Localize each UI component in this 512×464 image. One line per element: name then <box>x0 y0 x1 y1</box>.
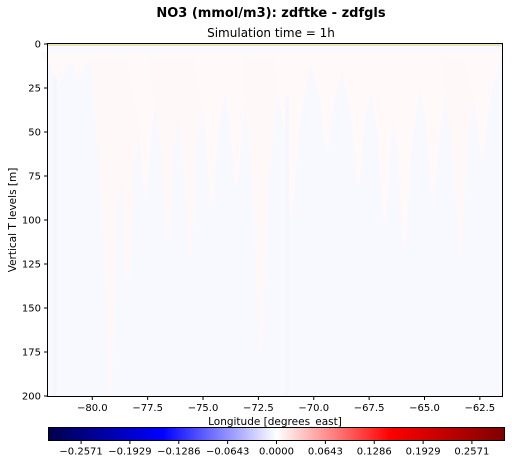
heatmap-surface-layer <box>48 44 502 46</box>
colorbar-tick-label: 0.1929 <box>406 447 441 458</box>
y-tick-label: 50 <box>28 128 41 139</box>
heatmap-plume <box>338 52 378 185</box>
y-axis-label: Vertical T levels [m] <box>7 168 19 273</box>
heatmap-plume <box>191 52 232 203</box>
x-axis: −80.0 −77.5 −75.0 −72.5 −70.0 −67.5 −65.0 −62.5 <box>77 396 495 414</box>
x-tick-label: −72.5 <box>243 403 274 414</box>
x-tick-label: −62.5 <box>465 403 496 414</box>
colorbar-tick-label: −0.1929 <box>108 447 151 458</box>
x-tick-label: −75.0 <box>188 403 219 414</box>
y-tick-label: 75 <box>28 172 41 183</box>
heatmap-plume <box>462 52 502 159</box>
heatmap-plume <box>271 52 312 217</box>
y-tick-label: 175 <box>22 348 41 359</box>
x-tick-label: −67.5 <box>354 403 385 414</box>
y-tick-label: 125 <box>22 260 41 271</box>
colorbar <box>48 427 505 441</box>
heatmap-surface-band <box>48 51 502 58</box>
x-tick-label: −70.0 <box>298 403 329 414</box>
y-tick-label: 200 <box>22 392 41 403</box>
x-axis-label: Longitude [degrees_east] <box>208 416 342 428</box>
heatmap-plume <box>59 52 99 76</box>
colorbar-ticks: −0.2571 −0.1929 −0.1286 −0.0643 0.0000 0.0643… <box>59 440 489 458</box>
heatmap-field <box>39 44 502 397</box>
y-tick-label: 100 <box>22 216 41 227</box>
heatmap-streak <box>285 96 290 397</box>
y-tick-label: 150 <box>22 304 41 315</box>
x-tick-label: −65.0 <box>409 403 440 414</box>
colorbar-tick-label: −0.1286 <box>157 447 200 458</box>
heatmap-plume <box>439 52 480 256</box>
x-tick-label: −80.0 <box>77 403 108 414</box>
heatmap-plume <box>307 52 347 150</box>
heatmap-plume <box>240 52 281 353</box>
y-tick-label: 25 <box>28 84 41 95</box>
y-tick-label: 0 <box>35 40 41 51</box>
colorbar-tick-label: 0.1286 <box>357 447 392 458</box>
heatmap-plume <box>169 52 210 256</box>
heatmap-streak <box>52 79 57 396</box>
colorbar-tick-label: 0.0643 <box>308 447 343 458</box>
x-tick-label: −77.5 <box>132 403 163 414</box>
y-axis: 0 25 50 75 100 125 150 175 200 <box>22 40 48 403</box>
chart-subtitle: Simulation time = 1h <box>207 26 335 40</box>
heatmap-plume <box>413 52 454 203</box>
colorbar-tick-label: 0.0000 <box>259 447 294 458</box>
colorbar-tick-label: 0.2571 <box>454 447 489 458</box>
chart-title: NO3 (mmol/m3): zdftke - zdfgls <box>156 6 386 21</box>
colorbar-tick-label: −0.0643 <box>206 447 249 458</box>
colorbar-tick-label: −0.2571 <box>59 447 102 458</box>
heatmap-plume <box>384 52 425 247</box>
